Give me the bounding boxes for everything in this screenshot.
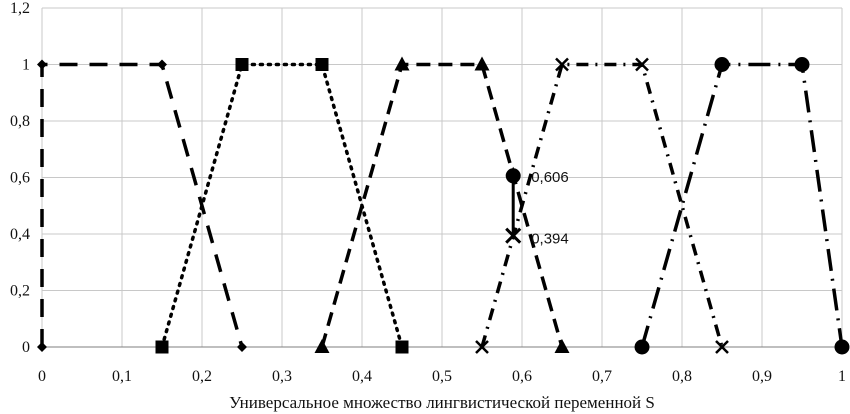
marker-square-2-3 [315,58,329,71]
y-tick-label: 1 [22,57,30,74]
x-tick-labels: 0 0,1 0,2 0,3 0,4 0,5 0,6 0,7 0,8 0,9 1 [38,368,846,385]
annotation-bottom: 0,394 [531,231,569,248]
marker-cross-4-1 [475,340,489,354]
x-tick-label: 1 [838,368,846,385]
series-line-4 [480,62,724,348]
marker-triangle-3-2 [394,56,410,71]
x-tick-label: 0,2 [192,368,212,385]
marker-diamond-1-3 [157,59,167,70]
marker-square-2-1 [155,340,169,354]
highlight-group: 0,606 0,394 [511,169,569,248]
marker-triangle-3-4 [554,339,570,353]
marker-square-2-2 [235,58,249,71]
x-axis-title: Универсальное множество лингвистической … [229,393,655,412]
y-tick-label: 0 [22,339,30,356]
x-tick-label: 0,6 [512,368,532,385]
series-line-3 [320,62,564,348]
x-tick-label: 0,9 [752,368,772,385]
markers-group [37,56,850,355]
marker-circle-5-3 [794,57,810,72]
y-tick-label: 1,2 [10,0,30,17]
series-line-2 [160,62,404,349]
marker-cross-4-4 [715,340,729,354]
y-tick-label: 0,4 [10,226,30,243]
marker-triangle-3-3 [474,56,490,71]
marker-diamond-1-4 [237,342,247,352]
y-tick-label: 0,2 [10,283,30,300]
y-tick-labels: 0 0,2 0,4 0,6 0,8 1 1,2 [10,0,30,356]
marker-triangle-3-1 [314,339,330,353]
x-tick-label: 0 [38,368,46,385]
x-tick-label: 0,3 [272,368,292,385]
series-group [40,62,844,349]
marker-circle-5-2 [714,57,730,72]
annotation-top: 0,606 [531,169,569,186]
marker-cross-4-2 [555,57,569,72]
x-tick-label: 0,7 [592,368,612,385]
x-tick-label: 0,4 [352,368,372,385]
x-tick-label: 0,5 [432,368,452,385]
y-tick-label: 0,6 [10,170,30,187]
y-tick-label: 0,8 [10,113,30,130]
series-line-5 [640,62,844,348]
series-line-1 [40,62,244,348]
marker-circle-5-1 [634,339,650,355]
marker-cross-4-3 [635,57,649,72]
marker-circle-5-4 [834,339,850,355]
x-tick-label: 0,1 [112,368,132,385]
x-tick-label: 0,8 [672,368,692,385]
marker-diamond-1-2 [37,59,47,70]
marker-square-2-4 [395,340,409,354]
marker-diamond-1-1 [37,342,47,352]
highlight-triangle-top [507,166,520,179]
